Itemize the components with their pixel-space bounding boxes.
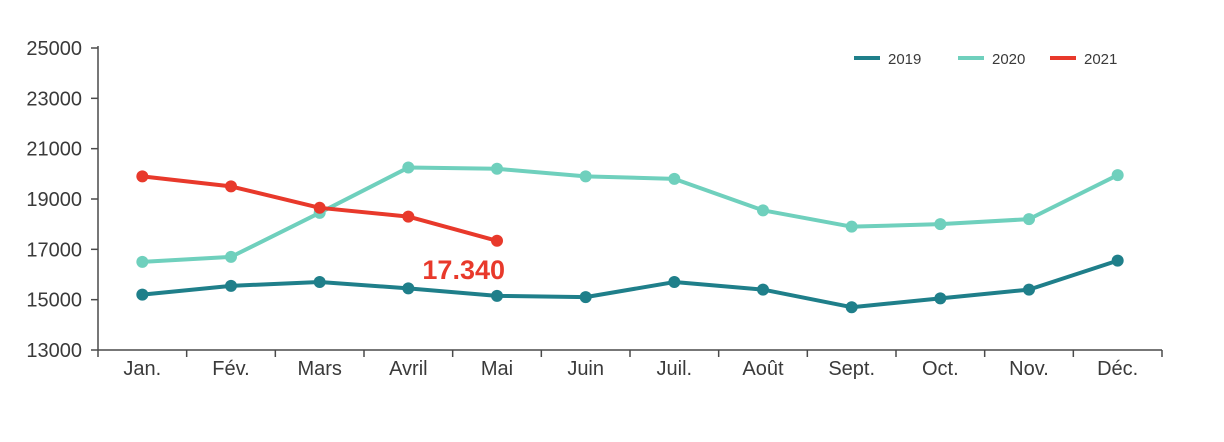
data-point-2020 bbox=[579, 170, 592, 183]
x-tick-label: Nov. bbox=[1009, 358, 1049, 380]
y-tick-label: 17000 bbox=[26, 239, 82, 261]
x-tick-label: Déc. bbox=[1097, 358, 1138, 380]
x-tick-label: Avril bbox=[389, 358, 428, 380]
axes bbox=[91, 46, 1163, 357]
data-label: 17.340 bbox=[422, 255, 505, 285]
series-lines bbox=[136, 161, 1124, 314]
y-tick-labels: 13000 15000 17000 19000 21000 23000 25000 bbox=[26, 38, 82, 362]
data-point-2021 bbox=[402, 210, 415, 223]
legend-label: 2019 bbox=[888, 51, 921, 68]
x-tick-labels: Jan. Fév. Mars Avril Mai Juin Juil. Août Sept. Oc… bbox=[123, 358, 1138, 380]
data-point-2019 bbox=[491, 289, 503, 302]
series-2019 bbox=[136, 254, 1124, 314]
data-point-2020 bbox=[757, 204, 769, 217]
data-point-2020 bbox=[934, 218, 947, 231]
series-2020 bbox=[136, 161, 1124, 268]
legend-item-2019: 2019 bbox=[854, 51, 921, 68]
data-point-2019 bbox=[579, 291, 592, 304]
y-tick-label: 13000 bbox=[26, 340, 82, 362]
y-tick-label: 25000 bbox=[26, 38, 82, 60]
x-tick-label: Sept. bbox=[828, 358, 875, 380]
series-line-2019 bbox=[140, 258, 1120, 310]
data-point-2019 bbox=[668, 276, 681, 289]
data-point-2019 bbox=[136, 288, 149, 301]
data-point-2019 bbox=[1111, 254, 1124, 267]
data-point-2021 bbox=[313, 201, 326, 214]
annotations: 17.340 bbox=[422, 255, 505, 285]
x-tick-label: Août bbox=[742, 358, 784, 380]
data-point-2020 bbox=[668, 172, 681, 185]
x-tick-label: Mai bbox=[481, 358, 513, 380]
data-point-2019 bbox=[313, 276, 326, 289]
x-tick-label: Oct. bbox=[922, 358, 959, 380]
series-2021 bbox=[136, 170, 503, 247]
data-point-2019 bbox=[1023, 283, 1035, 296]
y-tick-label: 23000 bbox=[26, 88, 82, 110]
data-point-2020 bbox=[845, 220, 858, 233]
data-point-2019 bbox=[757, 283, 769, 296]
y-tick-label: 19000 bbox=[26, 189, 82, 211]
data-point-2020 bbox=[402, 161, 415, 174]
legend-item-2020: 2020 bbox=[958, 51, 1025, 68]
data-point-2019 bbox=[934, 292, 947, 305]
data-point-2019 bbox=[402, 282, 415, 295]
data-point-2019 bbox=[845, 301, 858, 314]
legend-label: 2021 bbox=[1084, 51, 1117, 68]
data-point-2021 bbox=[225, 180, 237, 193]
data-point-2020 bbox=[136, 255, 149, 268]
x-tick-label: Jan. bbox=[123, 358, 161, 380]
y-tick-label: 15000 bbox=[26, 290, 82, 312]
data-point-2020 bbox=[1023, 213, 1035, 226]
data-point-2020 bbox=[225, 250, 237, 263]
legend-label: 2020 bbox=[992, 51, 1025, 68]
data-point-2021 bbox=[136, 170, 149, 183]
series-line-2020 bbox=[140, 165, 1120, 264]
data-point-2019 bbox=[225, 279, 237, 292]
legend: 2019 2020 2021 bbox=[854, 51, 1117, 68]
x-tick-label: Mars bbox=[297, 358, 341, 380]
x-tick-label: Fév. bbox=[212, 358, 249, 380]
x-tick-label: Juil. bbox=[657, 358, 693, 380]
data-point-2020 bbox=[491, 162, 503, 175]
x-tick-label: Juin bbox=[567, 358, 604, 380]
legend-item-2021: 2021 bbox=[1050, 51, 1117, 68]
data-point-2021 bbox=[491, 234, 503, 247]
y-tick-label: 21000 bbox=[26, 139, 82, 161]
data-point-2020 bbox=[1111, 169, 1124, 182]
